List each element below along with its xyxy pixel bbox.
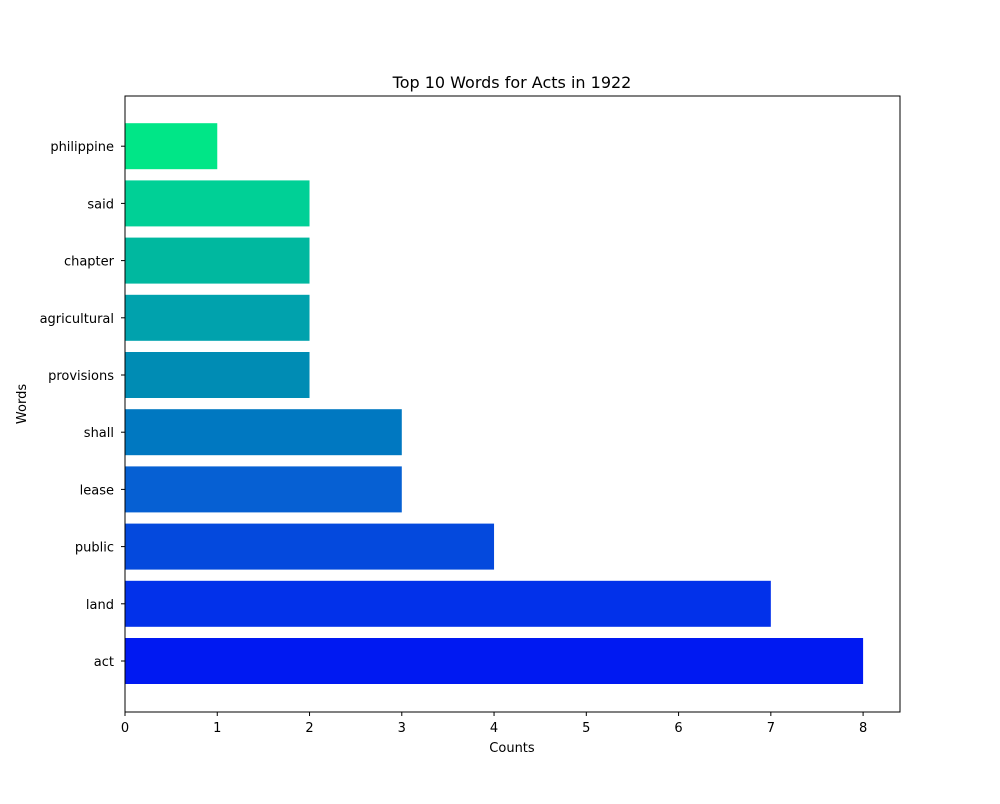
bar-philippine bbox=[125, 123, 218, 170]
bar-lease bbox=[125, 466, 402, 513]
x-tick-label: 3 bbox=[398, 721, 406, 736]
x-tick-label: 6 bbox=[674, 721, 682, 736]
y-tick-label: shall bbox=[84, 426, 114, 441]
x-tick-label: 0 bbox=[121, 721, 129, 736]
x-tick-label: 1 bbox=[213, 721, 221, 736]
bar-provisions bbox=[125, 352, 310, 398]
y-tick-label: agricultural bbox=[40, 312, 114, 327]
bar-land bbox=[125, 580, 771, 627]
x-tick-label: 2 bbox=[305, 721, 313, 736]
bar-shall bbox=[125, 409, 402, 456]
x-axis-label: Counts bbox=[489, 741, 535, 756]
y-axis-ticks: act land public lease shall provisions agricul… bbox=[40, 140, 125, 670]
y-axis-label: Words bbox=[15, 384, 30, 424]
bar-agricultural bbox=[125, 294, 310, 341]
x-tick-label: 7 bbox=[767, 721, 775, 736]
bars-group bbox=[125, 123, 864, 684]
plot-frame bbox=[124, 95, 901, 713]
x-tick-label: 5 bbox=[582, 721, 590, 736]
bar-said bbox=[125, 180, 310, 227]
bar-public bbox=[125, 523, 495, 570]
x-tick-label: 8 bbox=[859, 721, 867, 736]
x-axis-ticks: 0 1 2 3 4 5 6 7 8 bbox=[121, 712, 867, 736]
x-tick-label: 4 bbox=[490, 721, 498, 736]
y-tick-label: public bbox=[75, 541, 114, 556]
chart-title: Top 10 Words for Acts in 1922 bbox=[392, 73, 632, 92]
y-tick-label: lease bbox=[80, 483, 114, 498]
y-tick-label: said bbox=[87, 197, 114, 212]
y-tick-label: provisions bbox=[48, 369, 114, 384]
y-tick-label: chapter bbox=[64, 255, 115, 270]
y-tick-label: land bbox=[86, 598, 114, 613]
bar-act bbox=[125, 638, 864, 684]
bar-chapter bbox=[125, 237, 310, 284]
y-tick-label: act bbox=[94, 655, 114, 670]
y-tick-label: philippine bbox=[50, 140, 114, 155]
